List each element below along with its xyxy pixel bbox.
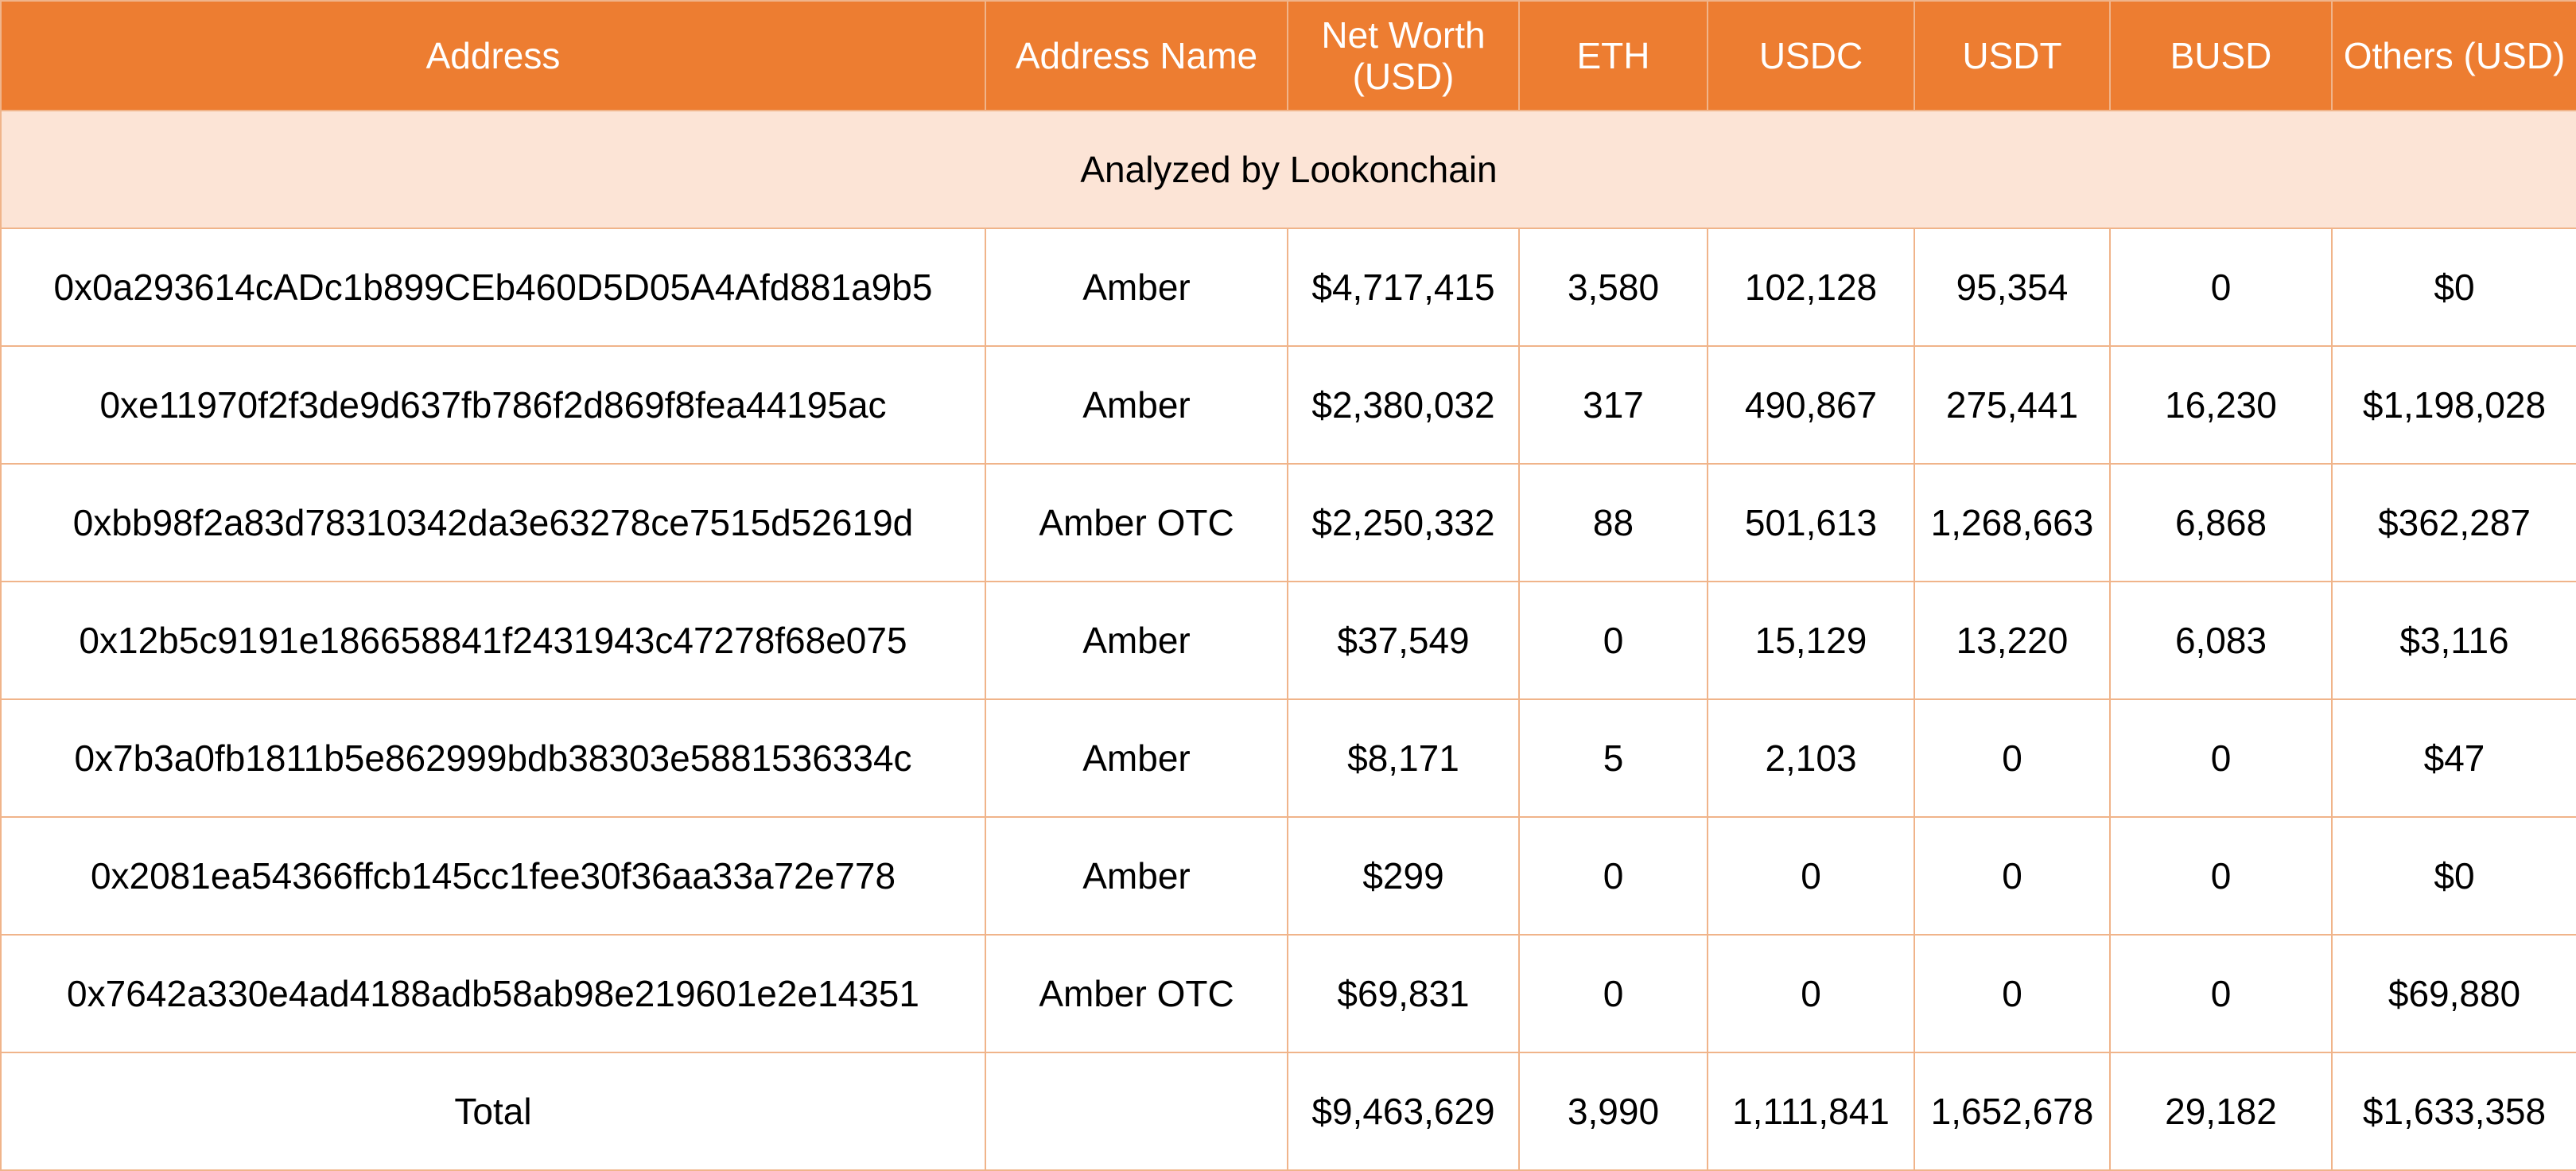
- cell-others: $362,287: [2331, 463, 2576, 582]
- total-usdt: 1,652,678: [1914, 1052, 2111, 1171]
- cell-usdt: 95,354: [1914, 228, 2111, 347]
- cell-eth: 5: [1518, 698, 1708, 818]
- cell-address-name: Amber: [985, 698, 1288, 818]
- header-row: Address Address Name Net Worth (USD) ETH…: [0, 0, 2576, 111]
- cell-usdt: 0: [1914, 816, 2111, 936]
- cell-others: $0: [2331, 816, 2576, 936]
- cell-net-worth: $299: [1287, 816, 1520, 936]
- header-others: Others (USD): [2331, 0, 2576, 111]
- total-net-worth: $9,463,629: [1287, 1052, 1520, 1171]
- cell-address: 0xe11970f2f3de9d637fb786f2d869f8fea44195…: [0, 345, 986, 465]
- header-busd: BUSD: [2109, 0, 2333, 111]
- total-usdc: 1,111,841: [1707, 1052, 1915, 1171]
- cell-busd: 0: [2109, 816, 2333, 936]
- cell-usdt: 1,268,663: [1914, 463, 2111, 582]
- cell-eth: 0: [1518, 934, 1708, 1053]
- cell-address: 0x7b3a0fb1811b5e862999bdb38303e588153633…: [0, 698, 986, 818]
- table-row: 0xe11970f2f3de9d637fb786f2d869f8fea44195…: [0, 345, 2576, 465]
- header-usdt: USDT: [1914, 0, 2111, 111]
- table-row: 0x7b3a0fb1811b5e862999bdb38303e588153633…: [0, 698, 2576, 818]
- cell-eth: 0: [1518, 816, 1708, 936]
- table-row: 0x0a293614cADc1b899CEb460D5D05A4Afd881a9…: [0, 228, 2576, 347]
- table-row: 0x7642a330e4ad4188adb58ab98e219601e2e143…: [0, 934, 2576, 1053]
- total-others: $1,633,358: [2331, 1052, 2576, 1171]
- cell-eth: 3,580: [1518, 228, 1708, 347]
- cell-address-name: Amber OTC: [985, 463, 1288, 582]
- cell-address: 0x7642a330e4ad4188adb58ab98e219601e2e143…: [0, 934, 986, 1053]
- cell-busd: 0: [2109, 698, 2333, 818]
- total-label: Total: [0, 1052, 986, 1171]
- cell-address-name: Amber OTC: [985, 934, 1288, 1053]
- cell-net-worth: $2,380,032: [1287, 345, 1520, 465]
- total-eth: 3,990: [1518, 1052, 1708, 1171]
- analyzed-by-row: Analyzed by Lookonchain: [0, 110, 2576, 229]
- cell-eth: 317: [1518, 345, 1708, 465]
- cell-usdc: 490,867: [1707, 345, 1915, 465]
- cell-address: 0x0a293614cADc1b899CEb460D5D05A4Afd881a9…: [0, 228, 986, 347]
- header-address: Address: [0, 0, 986, 111]
- cell-others: $47: [2331, 698, 2576, 818]
- cell-net-worth: $8,171: [1287, 698, 1520, 818]
- header-net-worth: Net Worth (USD): [1287, 0, 1520, 111]
- cell-address: 0x12b5c9191e186658841f2431943c47278f68e0…: [0, 581, 986, 700]
- header-eth: ETH: [1518, 0, 1708, 111]
- cell-busd: 6,083: [2109, 581, 2333, 700]
- total-name: [985, 1052, 1288, 1171]
- cell-usdt: 13,220: [1914, 581, 2111, 700]
- cell-net-worth: $37,549: [1287, 581, 1520, 700]
- header-usdc: USDC: [1707, 0, 1915, 111]
- cell-net-worth: $2,250,332: [1287, 463, 1520, 582]
- cell-busd: 0: [2109, 934, 2333, 1053]
- cell-address-name: Amber: [985, 345, 1288, 465]
- table-row: 0xbb98f2a83d78310342da3e63278ce7515d5261…: [0, 463, 2576, 582]
- cell-busd: 16,230: [2109, 345, 2333, 465]
- cell-usdt: 0: [1914, 934, 2111, 1053]
- header-address-name: Address Name: [985, 0, 1288, 111]
- cell-usdc: 15,129: [1707, 581, 1915, 700]
- cell-eth: 0: [1518, 581, 1708, 700]
- cell-others: $1,198,028: [2331, 345, 2576, 465]
- cell-address-name: Amber: [985, 228, 1288, 347]
- cell-usdc: 0: [1707, 816, 1915, 936]
- cell-others: $0: [2331, 228, 2576, 347]
- cell-usdc: 102,128: [1707, 228, 1915, 347]
- cell-address-name: Amber: [985, 581, 1288, 700]
- cell-others: $69,880: [2331, 934, 2576, 1053]
- cell-eth: 88: [1518, 463, 1708, 582]
- total-busd: 29,182: [2109, 1052, 2333, 1171]
- cell-usdt: 275,441: [1914, 345, 2111, 465]
- table-row: 0x2081ea54366ffcb145cc1fee30f36aa33a72e7…: [0, 816, 2576, 936]
- cell-net-worth: $69,831: [1287, 934, 1520, 1053]
- cell-address: 0x2081ea54366ffcb145cc1fee30f36aa33a72e7…: [0, 816, 986, 936]
- analyzed-by-label: Analyzed by Lookonchain: [0, 110, 2576, 229]
- total-row: Total $9,463,629 3,990 1,111,841 1,652,6…: [0, 1052, 2576, 1171]
- cell-busd: 0: [2109, 228, 2333, 347]
- cell-net-worth: $4,717,415: [1287, 228, 1520, 347]
- cell-usdc: 0: [1707, 934, 1915, 1053]
- cell-others: $3,116: [2331, 581, 2576, 700]
- cell-usdt: 0: [1914, 698, 2111, 818]
- cell-busd: 6,868: [2109, 463, 2333, 582]
- table-row: 0x12b5c9191e186658841f2431943c47278f68e0…: [0, 581, 2576, 700]
- cell-address-name: Amber: [985, 816, 1288, 936]
- cell-usdc: 501,613: [1707, 463, 1915, 582]
- cell-usdc: 2,103: [1707, 698, 1915, 818]
- cell-address: 0xbb98f2a83d78310342da3e63278ce7515d5261…: [0, 463, 986, 582]
